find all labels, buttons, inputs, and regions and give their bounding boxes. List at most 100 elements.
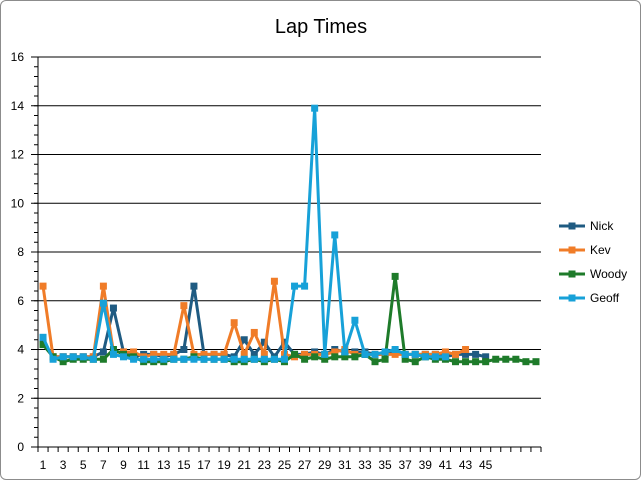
legend-item-woody: Woody xyxy=(559,267,627,281)
data-point xyxy=(270,277,278,285)
data-point xyxy=(381,348,389,356)
data-point xyxy=(250,350,258,358)
data-point xyxy=(99,355,107,363)
legend-item-kev: Kev xyxy=(559,243,611,257)
legend-label: Nick xyxy=(590,219,614,233)
x-tick-label: 17 xyxy=(197,458,211,472)
legend-swatch-marker xyxy=(568,294,576,302)
data-point xyxy=(130,355,138,363)
data-point xyxy=(391,350,399,358)
data-point xyxy=(401,350,409,358)
data-point xyxy=(502,355,510,363)
data-point xyxy=(220,350,228,358)
data-point xyxy=(492,355,500,363)
data-point xyxy=(512,355,520,363)
data-point xyxy=(391,272,399,280)
y-tick-label: 2 xyxy=(17,391,24,405)
legend-swatch-marker xyxy=(568,222,576,230)
data-point xyxy=(532,358,540,366)
data-point xyxy=(462,350,470,358)
data-point xyxy=(49,355,57,363)
y-tick-label: 10 xyxy=(11,196,25,210)
data-point xyxy=(401,355,409,363)
y-tick-label: 4 xyxy=(17,343,24,357)
x-tick-label: 43 xyxy=(459,458,473,472)
data-point xyxy=(140,355,148,363)
x-tick-label: 31 xyxy=(338,458,352,472)
data-point xyxy=(371,358,379,366)
data-point xyxy=(210,350,218,358)
data-point xyxy=(99,282,107,290)
data-point xyxy=(120,353,128,361)
y-tick-label: 6 xyxy=(17,294,24,308)
data-point xyxy=(280,338,288,346)
data-point xyxy=(431,353,439,361)
y-axis-tick-labels: 0 2 4 6 8 10 12 14 16 xyxy=(11,50,25,454)
data-point xyxy=(59,358,67,366)
data-point xyxy=(321,355,329,363)
data-point xyxy=(341,353,349,361)
legend: Nick Kev Woody Geoff xyxy=(559,219,627,305)
data-point xyxy=(522,358,530,366)
x-tick-label: 19 xyxy=(217,458,231,472)
series-lines xyxy=(39,104,540,366)
data-point xyxy=(311,104,319,112)
data-point xyxy=(462,358,470,366)
data-point xyxy=(291,282,299,290)
x-tick-label: 23 xyxy=(258,458,272,472)
data-point xyxy=(170,355,178,363)
data-point xyxy=(230,319,238,327)
data-point xyxy=(451,358,459,366)
x-tick-label: 9 xyxy=(120,458,127,472)
x-tick-label: 27 xyxy=(298,458,312,472)
y-tick-label: 16 xyxy=(11,50,25,64)
data-point xyxy=(39,341,47,349)
data-point xyxy=(160,355,168,363)
data-point xyxy=(89,355,97,363)
data-point xyxy=(482,358,490,366)
x-tick-label: 21 xyxy=(238,458,252,472)
data-point xyxy=(59,353,67,361)
data-point xyxy=(441,348,449,356)
x-tick-label: 45 xyxy=(479,458,493,472)
x-tick-label: 5 xyxy=(80,458,87,472)
data-point xyxy=(109,304,117,312)
data-point xyxy=(99,299,107,307)
data-point xyxy=(451,350,459,358)
data-point xyxy=(411,358,419,366)
data-point xyxy=(99,348,107,356)
data-point xyxy=(180,346,188,353)
legend-item-nick: Nick xyxy=(559,219,614,233)
data-point xyxy=(230,355,238,363)
data-point xyxy=(109,350,117,358)
data-point xyxy=(240,350,248,358)
data-point xyxy=(69,353,77,361)
x-tick-label: 7 xyxy=(100,458,107,472)
legend-swatch-marker xyxy=(568,270,576,278)
data-point xyxy=(441,353,449,361)
data-point xyxy=(311,353,319,361)
data-point xyxy=(361,350,369,358)
x-tick-label: 39 xyxy=(419,458,433,472)
legend-label: Kev xyxy=(590,243,611,257)
data-point xyxy=(351,316,359,324)
data-point xyxy=(190,282,198,290)
data-point xyxy=(291,350,299,358)
data-point xyxy=(200,350,208,358)
x-tick-label: 33 xyxy=(358,458,372,472)
data-point xyxy=(190,355,198,363)
legend-label: Woody xyxy=(590,267,627,281)
x-tick-label: 13 xyxy=(157,458,171,472)
y-tick-label: 12 xyxy=(11,148,25,162)
data-point xyxy=(270,355,278,363)
data-point xyxy=(79,353,87,361)
x-tick-label: 35 xyxy=(378,458,392,472)
chart-title: Lap Times xyxy=(275,16,367,38)
legend-swatch-marker xyxy=(568,246,576,254)
data-point xyxy=(150,350,158,358)
data-point xyxy=(411,350,419,358)
x-tick-label: 15 xyxy=(177,458,191,472)
data-point xyxy=(301,282,309,290)
data-point xyxy=(331,348,339,356)
data-point xyxy=(220,355,228,363)
